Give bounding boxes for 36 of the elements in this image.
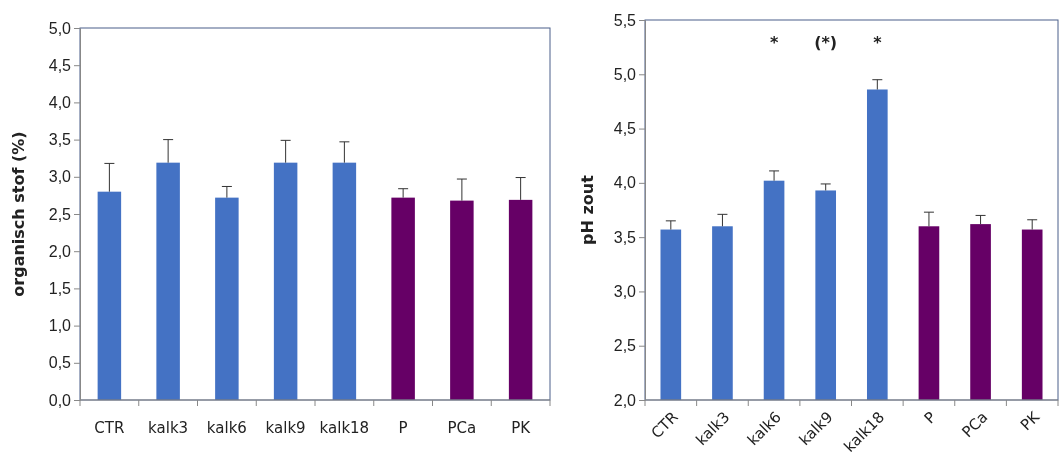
x-tick-label: CTR xyxy=(94,419,125,437)
y-tick-label: 3,0 xyxy=(613,283,637,301)
y-tick-label: 2,5 xyxy=(613,337,637,355)
y-tick-label: 5,5 xyxy=(613,11,637,29)
y-axis-title: pH zout xyxy=(578,174,597,245)
x-tick-label: PK xyxy=(511,419,532,437)
x-tick-label: PCa xyxy=(958,408,992,442)
y-tick-label: 5,0 xyxy=(48,19,72,37)
y-tick-label: 3,0 xyxy=(48,168,72,186)
y-tick-label: 4,0 xyxy=(48,94,72,112)
y-tick-label: 5,0 xyxy=(613,65,637,83)
y-axis-title: organisch stof (%) xyxy=(9,131,28,297)
annotation: (*) xyxy=(814,33,838,52)
y-tick-label: 0,0 xyxy=(48,391,72,409)
annotation: * xyxy=(769,33,779,52)
annotation: * xyxy=(873,33,883,52)
y-tick-label: 1,0 xyxy=(48,317,72,335)
x-tick-label: P xyxy=(920,408,940,428)
y-tick-label: 3,5 xyxy=(48,131,72,149)
x-tick-label: kalk6 xyxy=(206,419,247,437)
x-tick-label: kalk9 xyxy=(265,419,306,437)
x-tick-label: P xyxy=(398,419,408,437)
x-tick-label: kalk18 xyxy=(319,419,370,437)
y-tick-label: 2,0 xyxy=(48,242,72,260)
y-tick-label: 4,5 xyxy=(48,56,72,74)
y-tick-label: 4,5 xyxy=(613,120,637,138)
y-tick-label: 4,0 xyxy=(613,174,637,192)
y-tick-label: 2,0 xyxy=(613,391,637,409)
y-tick-label: 2,5 xyxy=(48,205,72,223)
x-tick-label: kalk3 xyxy=(148,419,189,437)
x-tick-label: PCa xyxy=(447,419,477,437)
x-tick-label: PK xyxy=(1016,407,1044,435)
y-tick-label: 0,5 xyxy=(48,354,72,372)
y-tick-label: 1,5 xyxy=(48,280,72,298)
x-tick-label: CTR xyxy=(647,408,682,443)
y-tick-label: 3,5 xyxy=(613,228,637,246)
